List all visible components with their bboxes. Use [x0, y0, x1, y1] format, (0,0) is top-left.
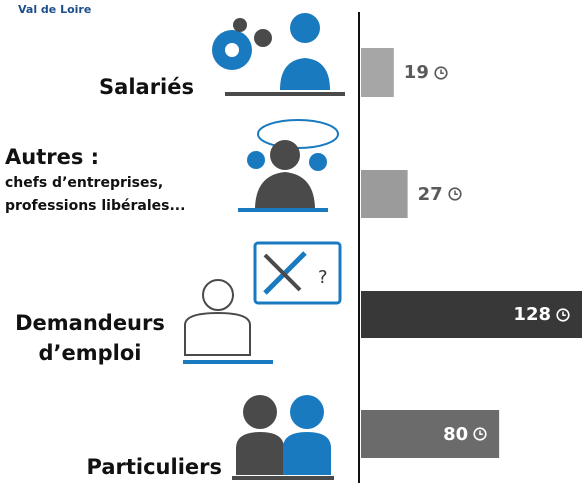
value-label: 80	[443, 423, 469, 445]
svg-text:?: ?	[318, 267, 328, 288]
value-label: 27	[417, 183, 443, 205]
icon-autres	[238, 119, 339, 212]
category-label: Autres :	[5, 145, 100, 169]
category-label: Demandeurs d’emploi	[15, 311, 165, 365]
category-subtitle: chefs d’entreprises, professions libéral…	[5, 175, 186, 214]
brand: Val de Loire	[18, 3, 92, 16]
value-label-group: 128	[513, 303, 570, 327]
icon-demandeurs: ?	[183, 241, 342, 364]
value-label: 19	[403, 62, 429, 83]
clock-icon	[556, 307, 570, 322]
category-label: Salariés	[99, 75, 194, 99]
category-label: Particuliers	[86, 455, 223, 479]
value-label: 128	[513, 304, 551, 325]
icon-salaries	[212, 13, 345, 96]
bar	[361, 410, 500, 458]
value-label-group: 19	[404, 61, 448, 85]
value-label-group: 80	[443, 422, 487, 446]
icon-particuliers	[232, 395, 334, 480]
bar	[361, 291, 582, 338]
value-label-group: 27	[418, 182, 462, 206]
bar	[361, 48, 394, 97]
clock-icon	[434, 65, 448, 80]
clock-icon	[448, 187, 462, 201]
clock-icon	[473, 427, 487, 441]
bar	[361, 170, 408, 218]
